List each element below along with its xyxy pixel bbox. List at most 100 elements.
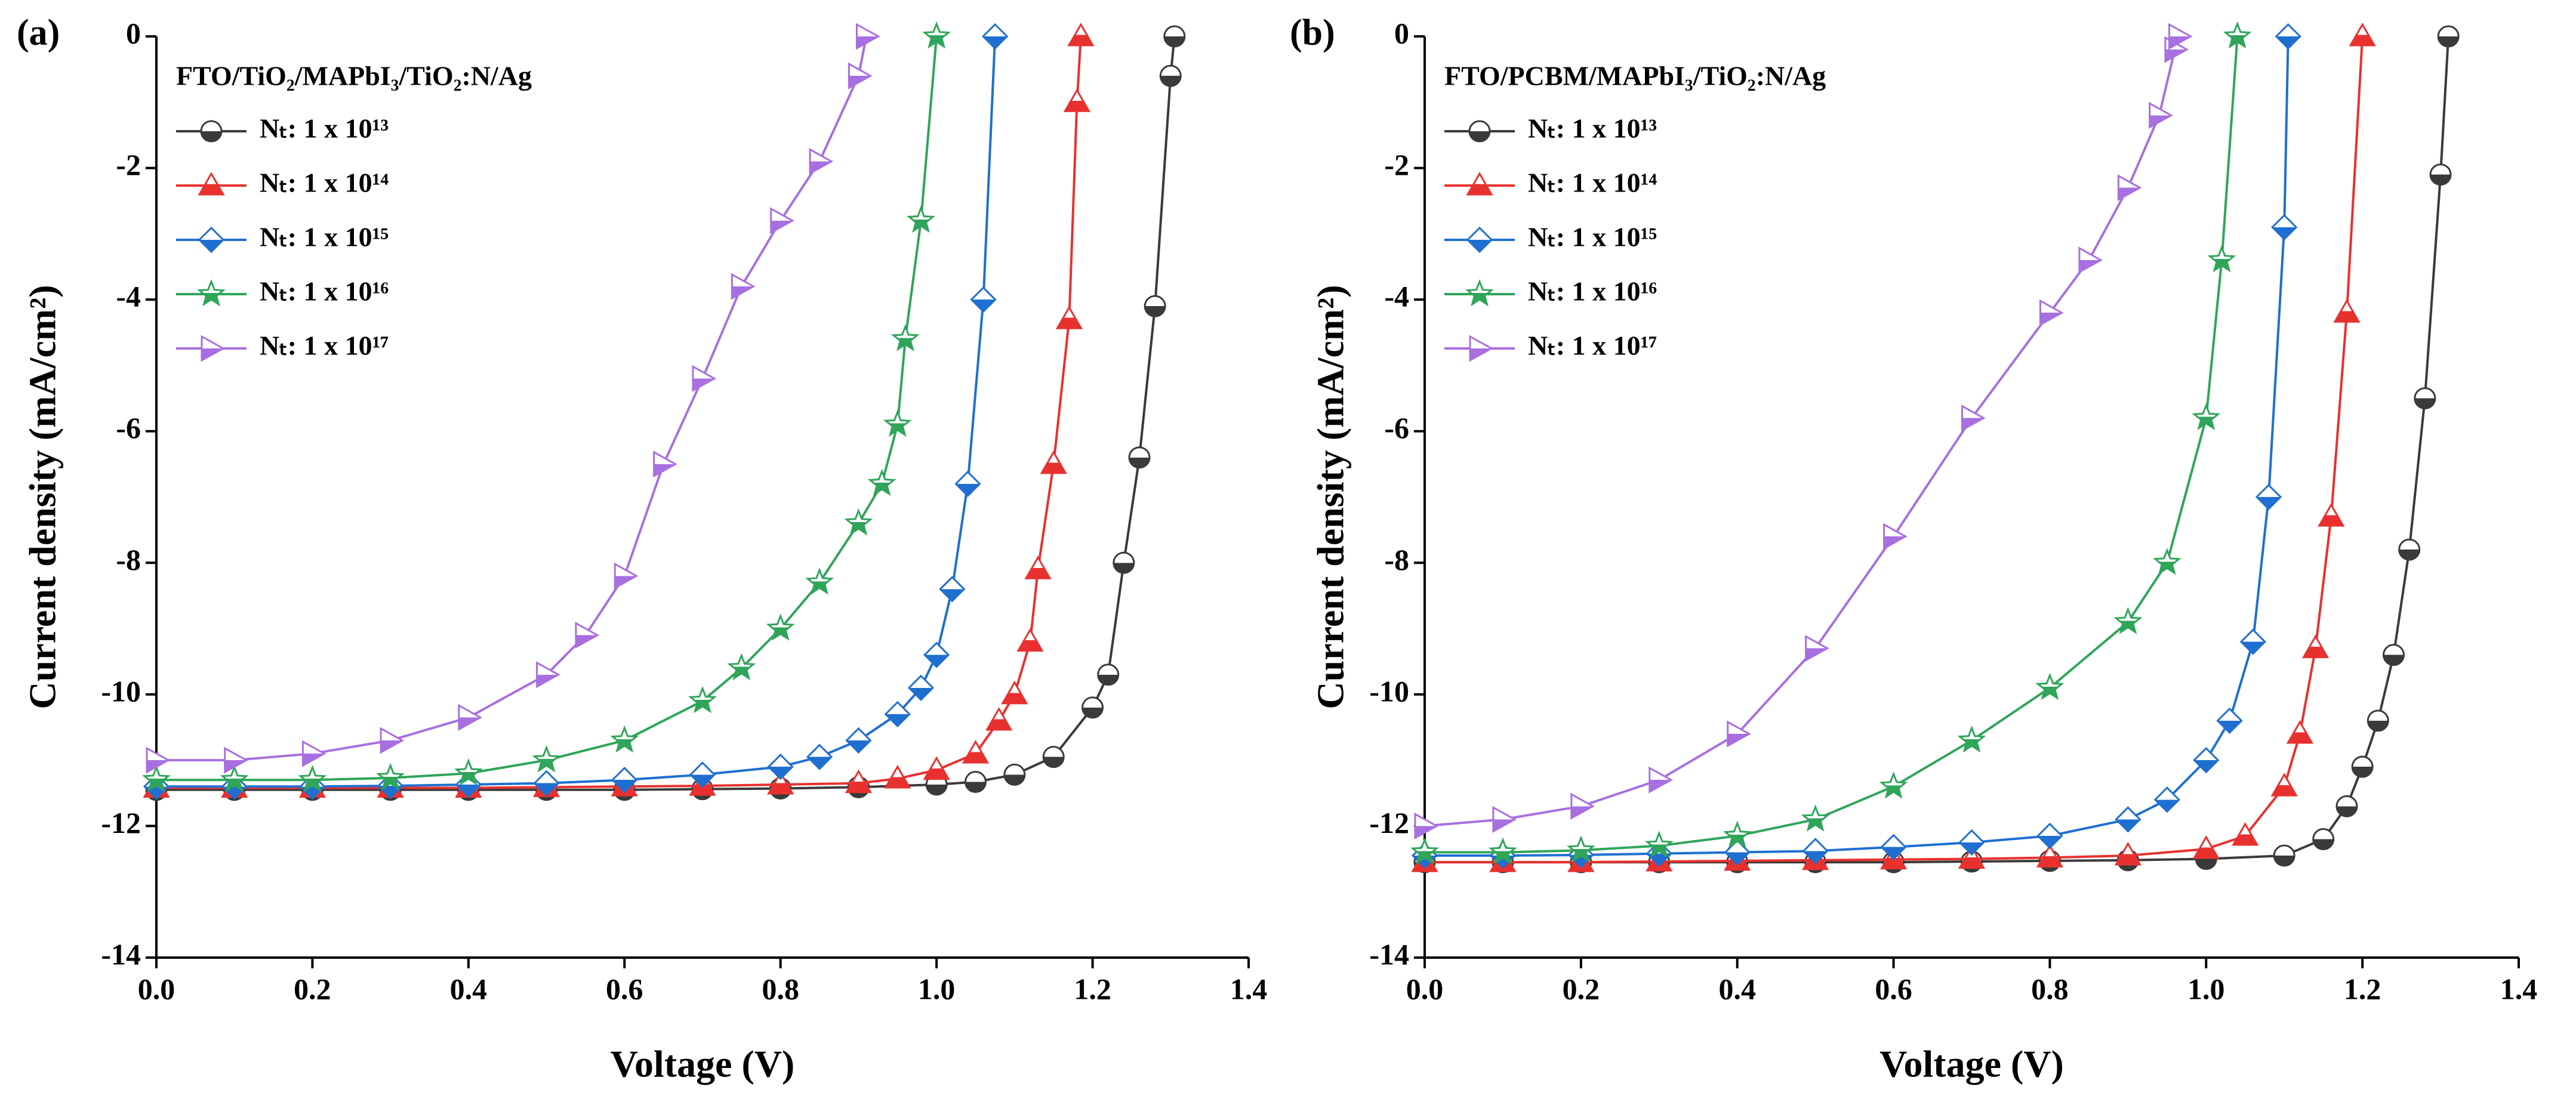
marker [2318,503,2345,527]
x-tick-label: 0.2 [294,972,331,1005]
marker [2152,548,2181,575]
marker [962,740,990,764]
marker [845,769,873,794]
y-tick-label: -14 [101,937,141,971]
marker [1958,829,1985,856]
marker [536,661,560,689]
x-tick-label: 0.4 [1718,972,1756,1005]
legend-label: Nₜ: 1 x 10¹⁶ [260,276,389,307]
marker [1001,680,1028,705]
marker [982,23,1009,50]
marker [1488,837,1517,865]
marker [2168,23,2193,50]
marker [380,727,405,754]
marker [2036,822,2063,850]
marker [454,758,483,786]
marker [890,324,920,351]
marker [692,365,717,393]
y-tick-label: 0 [1394,16,1409,50]
marker [727,653,756,681]
marker [614,562,639,589]
marker [610,725,639,753]
marker [844,508,873,536]
marker [1880,833,1907,860]
marker [954,470,981,498]
y-tick-label: -8 [116,543,141,576]
marker [1724,839,1751,866]
marker [845,727,872,754]
marker [2273,844,2295,867]
legend-marker [198,171,225,196]
marker [2367,709,2389,732]
marker [2239,628,2266,655]
marker [806,743,833,770]
marker [224,746,248,774]
marker [653,450,677,478]
legend-marker [1466,226,1493,254]
marker [575,622,600,649]
marker [2078,246,2103,274]
marker [1727,720,1751,748]
legend-marker [1465,279,1494,307]
marker [2149,101,2173,129]
marker [2275,23,2301,50]
marker [939,576,966,603]
marker [532,745,561,773]
marker [2271,214,2298,240]
marker [922,21,951,49]
marker [2117,174,2142,202]
marker [1159,64,1182,87]
marker [2414,387,2436,410]
marker [2223,21,2252,49]
x-tick-label: 0.2 [1563,972,1600,1005]
legend-label: Nₜ: 1 x 10¹⁷ [260,331,389,361]
marker [867,468,896,496]
legend-label: Nₜ: 1 x 10¹⁵ [260,222,389,252]
x-tick-label: 1.0 [918,972,956,1005]
legend-label: Nₜ: 1 x 10¹⁵ [1528,222,1657,252]
x-tick-label: 1.2 [2344,972,2381,1005]
x-tick-label: 1.4 [1230,972,1268,1005]
marker [923,641,950,668]
legend-marker [198,226,225,254]
marker [2035,672,2065,700]
legend-label: Nₜ: 1 x 10¹³ [1528,113,1657,144]
marker [298,765,327,792]
marker [985,706,1013,731]
y-axis-title: Current density (mA/cm²) [21,285,64,709]
y-tick-label: -12 [101,806,141,839]
y-tick-label: 0 [126,16,141,50]
marker [1040,450,1067,474]
marker [611,767,638,794]
marker [2036,844,2064,868]
x-axis-title: Voltage (V) [611,1043,795,1085]
marker [1570,792,1595,820]
marker [767,770,794,795]
marker [1723,820,1752,848]
marker [1958,845,1986,869]
marker [2429,163,2452,186]
marker [970,286,997,313]
legend-label: Nₜ: 1 x 10¹⁶ [1528,276,1657,307]
y-tick-label: -6 [1384,411,1409,444]
marker [142,765,171,792]
marker [923,756,950,780]
marker [2192,835,2220,859]
marker [1055,305,1083,329]
series-line [1425,36,2364,864]
marker [2302,634,2330,659]
marker [220,765,249,792]
marker [1163,25,1186,48]
x-tick-label: 0.6 [606,972,643,1005]
marker [2039,299,2064,326]
y-tick-label: -8 [1384,543,1409,576]
marker [1961,405,1986,432]
marker [1802,838,1829,865]
marker [2207,245,2236,273]
marker [1042,746,1065,768]
marker [1883,523,1908,550]
x-axis-title: Voltage (V) [1879,1043,2064,1085]
marker [1957,725,1986,753]
marker [2333,299,2361,323]
